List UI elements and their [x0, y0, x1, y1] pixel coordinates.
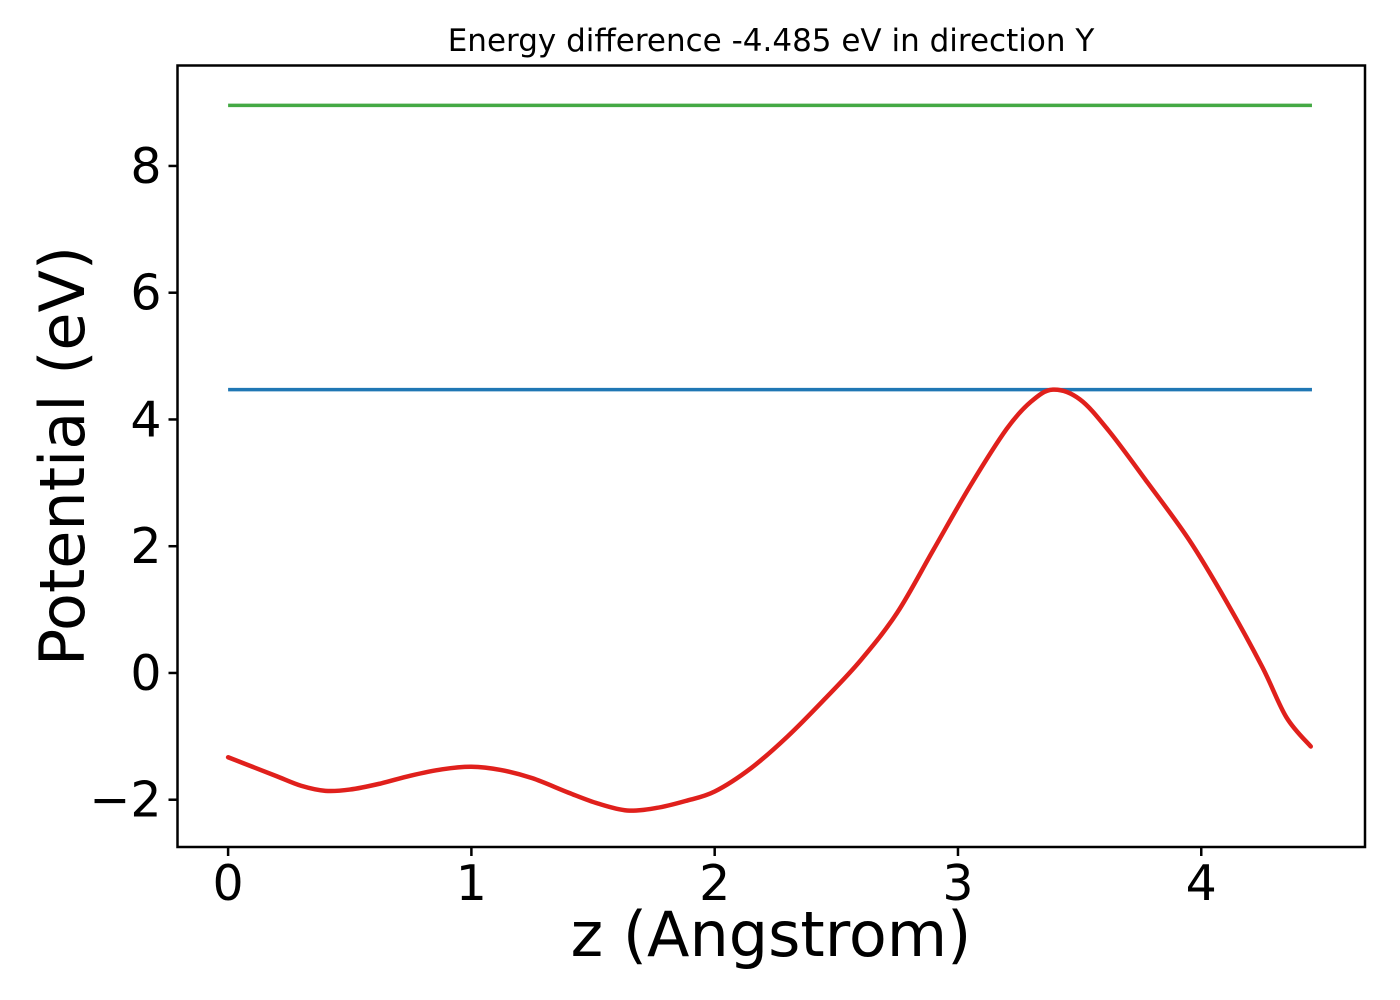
x-tick-label: 2	[699, 855, 730, 912]
y-tick-label: 4	[130, 391, 161, 448]
x-tick-label: 3	[942, 855, 973, 912]
y-tick-label: 0	[130, 645, 161, 702]
x-axis-label: z (Angstrom)	[570, 898, 972, 971]
x-tick-label: 4	[1186, 855, 1217, 912]
x-tick-label: 1	[456, 855, 487, 912]
y-tick-label: 2	[130, 518, 161, 575]
axes-spines	[176, 64, 1367, 849]
y-tick-label: 6	[130, 265, 161, 322]
y-tick-label: 8	[130, 138, 161, 195]
y-tick-label: −2	[89, 772, 161, 829]
chart-title: Energy difference -4.485 eV in direction…	[447, 23, 1095, 59]
potential-curve-line	[225, 387, 1313, 813]
x-tick-label: 0	[213, 855, 244, 912]
